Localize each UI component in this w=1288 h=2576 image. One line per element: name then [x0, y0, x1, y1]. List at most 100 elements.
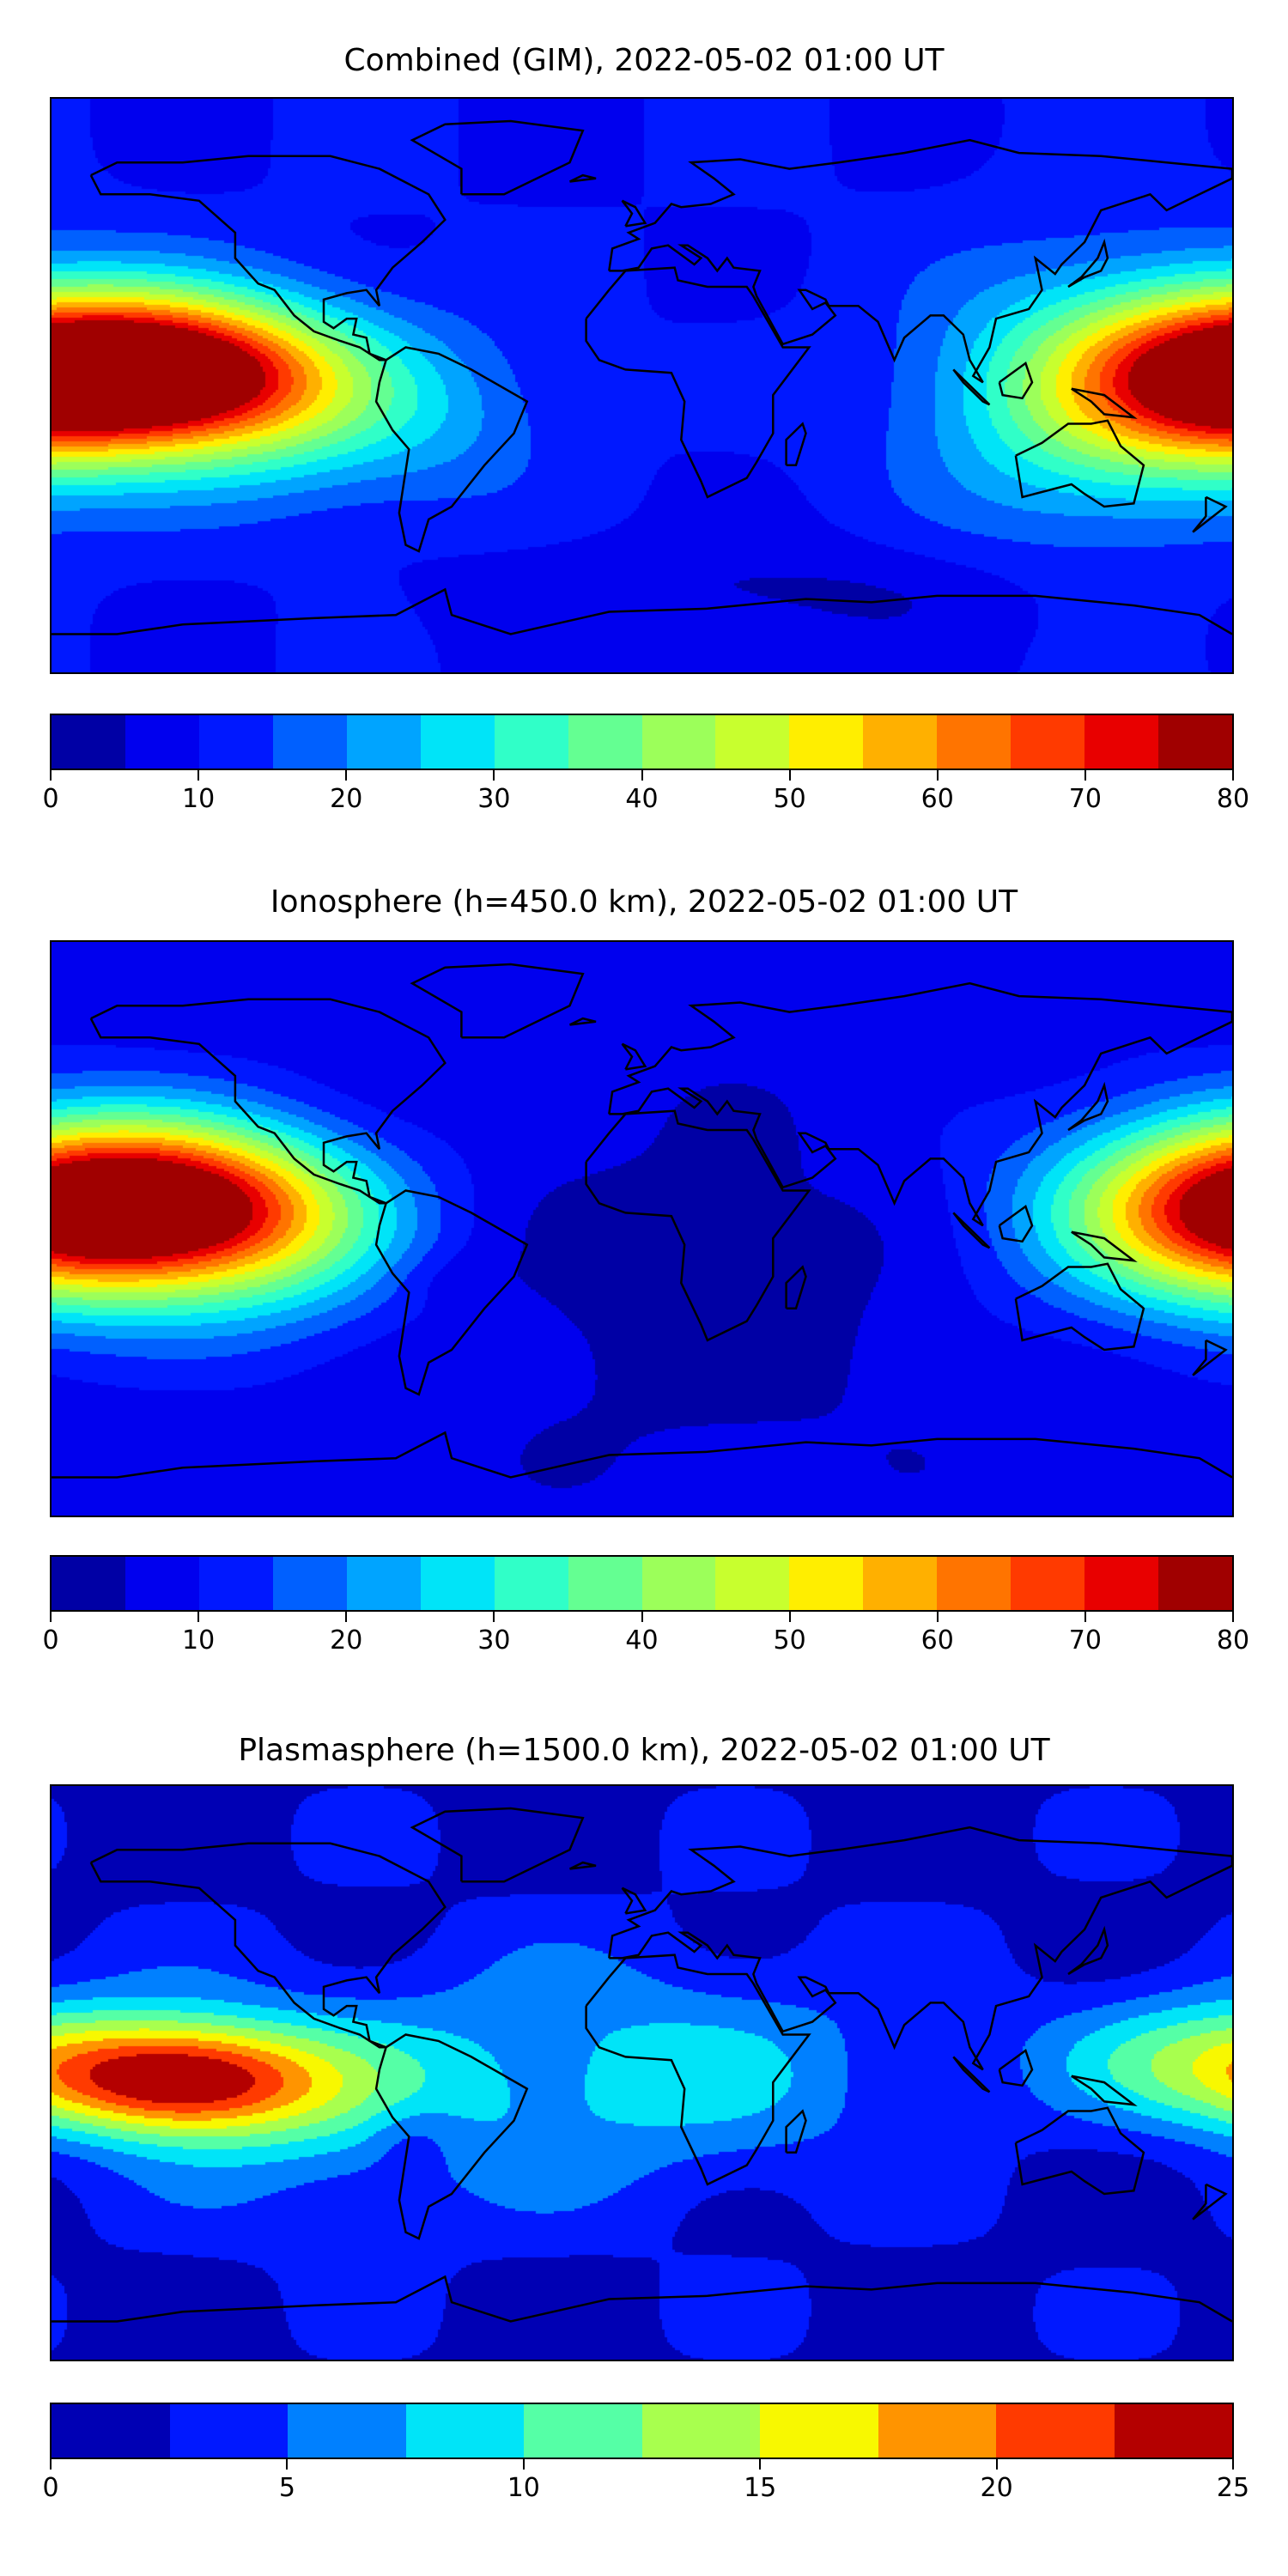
- coastline: [1067, 1925, 1109, 1976]
- colorbar-tick-label: 50: [773, 784, 806, 814]
- colorbar-tick-label: 30: [477, 1625, 511, 1656]
- colorbar-tick-label: 30: [477, 784, 511, 814]
- colorbar-segment: [52, 1557, 125, 1610]
- colorbar-segment: [198, 715, 273, 769]
- coastline: [410, 1807, 585, 1883]
- coastline: [608, 981, 1232, 1227]
- map-title-plasmasphere: Plasmasphere (h=1500.0 km), 2022-05-02 0…: [238, 1733, 1050, 1768]
- coastline: [1192, 495, 1228, 533]
- coastline: [785, 2109, 807, 2154]
- colorbar-tick: [936, 1612, 939, 1622]
- colorbar-tick-label: 20: [980, 2473, 1013, 2503]
- coastline: [998, 1204, 1034, 1243]
- colorbar-tick: [788, 770, 791, 781]
- colorbar-tick-label: 70: [1068, 1625, 1102, 1656]
- colorbar-segment: [1084, 1557, 1159, 1610]
- colorbar-segment: [789, 1557, 864, 1610]
- colorbar-tick: [50, 1612, 52, 1622]
- colorbar-segment: [715, 1557, 790, 1610]
- coastline: [1067, 1081, 1109, 1132]
- colorbar-tick: [197, 770, 200, 781]
- colorbar-tick-label: 20: [330, 1625, 363, 1656]
- coastline: [374, 1189, 529, 1396]
- colorbar-segment: [125, 715, 199, 769]
- colorbar-segment: [641, 2404, 760, 2458]
- coastline: [410, 119, 585, 196]
- map-combined: [50, 97, 1234, 674]
- colorbar-segment: [1158, 1557, 1232, 1610]
- colorbar-segment: [420, 715, 495, 769]
- colorbar-segment: [346, 715, 421, 769]
- colorbar-tick-label: 10: [182, 1625, 216, 1656]
- colorbar-segment: [568, 715, 642, 769]
- coastline: [952, 1212, 991, 1249]
- colorbar-tick: [522, 2459, 525, 2470]
- colorbar-tick: [788, 1612, 791, 1622]
- colorbar-combined: [50, 714, 1234, 770]
- colorbar-tick: [759, 2459, 762, 2470]
- coastline: [585, 1953, 811, 2186]
- coastline: [374, 2033, 529, 2240]
- colorbar-tick: [1084, 770, 1086, 781]
- colorbar-segment: [405, 2404, 524, 2458]
- colorbar-segment: [420, 1557, 495, 1610]
- coastlines: [52, 963, 1232, 1479]
- colorbar-segment: [863, 1557, 938, 1610]
- colorbar-tick: [1232, 2459, 1234, 2470]
- coastline: [1192, 1339, 1228, 1376]
- coastline: [1067, 238, 1109, 289]
- tec-field: [52, 1786, 1232, 2360]
- coastline: [621, 1886, 647, 1915]
- colorbar-segment: [169, 2404, 288, 2458]
- colorbar-tick-label: 50: [773, 1625, 806, 1656]
- colorbar-tick: [995, 2459, 998, 2470]
- tec-field: [52, 99, 1232, 672]
- colorbar-segment: [272, 715, 347, 769]
- coastline: [89, 998, 447, 1205]
- colorbar-segment: [52, 2404, 170, 2458]
- colorbar-segment: [1084, 715, 1159, 769]
- colorbar-tick-label: 80: [1216, 1625, 1250, 1656]
- colorbar-tick-label: 15: [744, 2473, 777, 2503]
- colorbar-tick: [1232, 1612, 1234, 1622]
- colorbar-tick: [1084, 1612, 1086, 1622]
- coastline: [568, 1017, 597, 1026]
- colorbar-segment: [996, 2404, 1115, 2458]
- colorbar-tick-label: 25: [1216, 2473, 1250, 2503]
- coastline: [785, 422, 807, 467]
- coastline: [89, 1842, 447, 2049]
- colorbar-plasmasphere: [50, 2403, 1234, 2459]
- colorbar-segment: [1158, 715, 1232, 769]
- coastlines: [52, 119, 1232, 635]
- coastline: [374, 346, 529, 553]
- colorbar-segment: [863, 715, 938, 769]
- coastline: [1192, 2183, 1228, 2221]
- colorbar-tick-label: 20: [330, 784, 363, 814]
- colorbar-segment: [568, 1557, 642, 1610]
- coastline: [52, 587, 1232, 635]
- colorbar-segment: [1011, 715, 1085, 769]
- tec-field: [52, 942, 1232, 1516]
- coastline: [1071, 387, 1138, 419]
- coastline: [585, 1109, 811, 1342]
- colorbar-segment: [789, 715, 864, 769]
- coastline: [89, 155, 447, 361]
- colorbar-tick: [286, 2459, 289, 2470]
- colorbar-tick-label: 0: [42, 1625, 59, 1656]
- colorbar-tick: [1232, 770, 1234, 781]
- coastline: [998, 361, 1034, 400]
- coastline: [1071, 1230, 1138, 1262]
- colorbar-segment: [641, 715, 716, 769]
- coastline: [1071, 2075, 1138, 2106]
- colorbar-tick: [641, 1612, 643, 1622]
- colorbar-tick: [641, 770, 643, 781]
- colorbar-tick-label: 0: [42, 784, 59, 814]
- colorbar-tick: [493, 770, 495, 781]
- colorbar-segment: [1011, 1557, 1085, 1610]
- colorbar-tick-label: 40: [625, 784, 659, 814]
- colorbar-segment: [937, 715, 1012, 769]
- colorbar-tick-label: 40: [625, 1625, 659, 1656]
- colorbar-tick-label: 10: [507, 2473, 540, 2503]
- colorbar-tick-label: 10: [182, 784, 216, 814]
- map-title-combined: Combined (GIM), 2022-05-02 01:00 UT: [343, 43, 945, 78]
